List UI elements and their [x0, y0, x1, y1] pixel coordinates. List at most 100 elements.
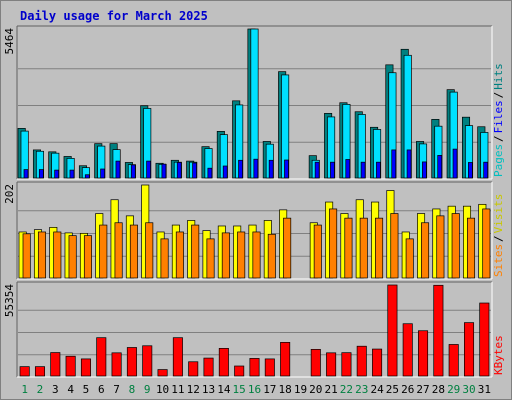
bar-sites-16	[252, 231, 261, 279]
x-label-day-9: 9	[144, 383, 151, 396]
bar-pages-26	[406, 149, 412, 179]
bar-kbytes-8	[126, 347, 137, 377]
bar-sites-13	[206, 238, 215, 279]
bar-pages-12	[192, 162, 197, 179]
bar-sites-27	[421, 222, 430, 279]
bar-sites-15	[237, 231, 246, 279]
x-label-day-23: 23	[355, 383, 368, 396]
bar-sites-1	[22, 233, 31, 279]
legend-visits: Visits	[492, 194, 505, 234]
bar-kbytes-4	[65, 355, 76, 377]
x-label-day-16: 16	[248, 383, 261, 396]
bar-kbytes-9	[142, 345, 153, 377]
bar-pages-24	[376, 161, 381, 179]
bar-sites-10	[160, 238, 169, 279]
x-label-day-4: 4	[67, 383, 74, 396]
x-label-day-7: 7	[113, 383, 120, 396]
y-max-label-hits-files-pages: 5464	[3, 28, 16, 55]
x-label-day-27: 27	[416, 383, 429, 396]
y-max-label-kbytes: 55354	[3, 284, 16, 317]
bar-kbytes-23	[356, 345, 367, 377]
bar-sites-24	[375, 217, 384, 279]
bar-sites-12	[191, 224, 200, 279]
bar-pages-15	[238, 159, 243, 179]
bar-kbytes-6	[96, 337, 107, 377]
bar-kbytes-5	[80, 358, 91, 377]
bar-kbytes-1	[19, 366, 30, 377]
x-label-day-14: 14	[217, 383, 231, 396]
x-label-day-6: 6	[98, 383, 105, 396]
bar-files-16	[250, 28, 259, 179]
bar-pages-5	[84, 174, 90, 179]
chart-title: Daily usage for March 2025	[20, 9, 208, 23]
bar-pages-28	[437, 155, 443, 179]
x-label-day-8: 8	[129, 383, 136, 396]
bar-sites-7	[114, 222, 123, 279]
bar-pages-1	[23, 169, 29, 179]
bar-kbytes-14	[218, 347, 229, 377]
y-max-label-visits-sites: 202	[3, 184, 16, 204]
bar-sites-25	[390, 213, 399, 279]
bar-kbytes-27	[418, 330, 429, 377]
bar-kbytes-2	[34, 366, 45, 377]
bar-pages-25	[391, 149, 397, 179]
legend-kbytes: KBytes	[492, 335, 505, 375]
bar-kbytes-7	[111, 352, 122, 377]
bar-sites-20	[313, 224, 322, 279]
bar-sites-18	[283, 217, 292, 279]
bar-kbytes-25	[387, 284, 398, 377]
bar-sites-21	[329, 208, 338, 279]
x-label-day-31: 31	[478, 383, 491, 396]
bar-kbytes-18	[280, 342, 291, 377]
bar-kbytes-22	[341, 352, 352, 377]
legend-separator: /	[492, 235, 505, 242]
bar-pages-20	[314, 161, 320, 179]
bar-pages-9	[146, 160, 151, 179]
x-label-day-15: 15	[233, 383, 246, 396]
x-label-day-18: 18	[279, 383, 292, 396]
bar-kbytes-3	[50, 352, 61, 377]
bar-kbytes-30	[464, 322, 475, 377]
legend-files: Files	[492, 100, 505, 133]
bar-sites-22	[344, 217, 353, 279]
bar-sites-30	[467, 217, 476, 279]
bar-kbytes-10	[157, 369, 168, 377]
bar-pages-21	[330, 161, 335, 179]
x-label-day-5: 5	[83, 383, 90, 396]
bar-pages-4	[69, 169, 75, 179]
bar-sites-31	[482, 208, 491, 279]
x-label-day-2: 2	[37, 383, 44, 396]
bar-sites-29	[451, 213, 460, 279]
bar-pages-10	[161, 163, 167, 179]
bar-pages-2	[38, 169, 44, 179]
x-label-day-29: 29	[447, 383, 460, 396]
bar-sites-11	[175, 231, 184, 279]
bar-pages-7	[115, 160, 121, 179]
x-label-day-25: 25	[386, 383, 399, 396]
x-label-day-3: 3	[52, 383, 59, 396]
bar-kbytes-16	[249, 358, 260, 377]
x-label-day-11: 11	[171, 383, 184, 396]
bar-kbytes-26	[402, 323, 413, 377]
x-label-day-19: 19	[294, 383, 307, 396]
bar-kbytes-17	[264, 358, 275, 377]
bar-sites-2	[37, 231, 46, 279]
bar-sites-8	[129, 224, 138, 279]
bar-sites-6	[99, 224, 108, 279]
bar-pages-22	[345, 159, 351, 179]
bar-sites-5	[83, 235, 92, 279]
bar-sites-17	[267, 233, 276, 279]
x-label-day-17: 17	[263, 383, 276, 396]
x-label-day-10: 10	[156, 383, 169, 396]
bar-sites-23	[359, 217, 368, 279]
bar-sites-4	[68, 235, 77, 279]
bar-kbytes-15	[234, 365, 245, 377]
bar-kbytes-31	[479, 302, 490, 377]
bar-pages-8	[130, 164, 136, 179]
legend-hits: Hits	[492, 63, 505, 90]
bar-kbytes-11	[172, 337, 183, 377]
bar-sites-26	[405, 238, 414, 279]
bar-sites-3	[53, 231, 62, 279]
bar-sites-9	[145, 222, 154, 279]
